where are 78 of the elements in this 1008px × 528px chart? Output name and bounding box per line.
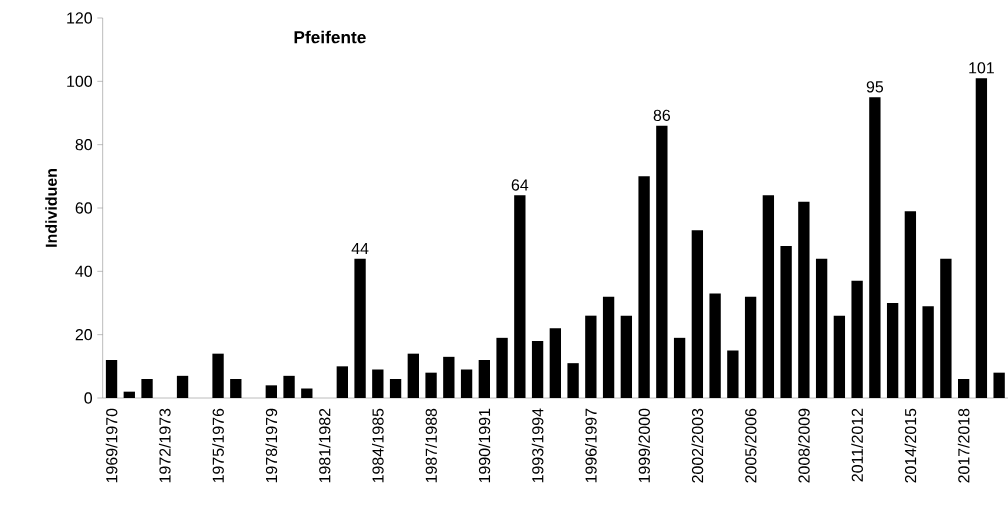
x-tick-label: 1972/1973 [158, 408, 171, 483]
bar [372, 369, 384, 398]
bar [531, 341, 544, 398]
bar [602, 296, 615, 398]
x-tick-label: 2002/2003 [691, 408, 704, 483]
bar [141, 379, 153, 398]
bar [744, 296, 757, 398]
y-tick-label: 0 [84, 392, 93, 404]
bar [514, 195, 526, 398]
bar [301, 388, 313, 398]
y-tick-label: 20 [75, 329, 93, 341]
bar [638, 176, 650, 398]
data-label: 44 [351, 243, 369, 254]
bar [886, 303, 899, 398]
text: Pfeifente [294, 30, 366, 44]
data-label: 101 [969, 62, 994, 74]
bar [673, 337, 686, 398]
bar [105, 360, 118, 398]
y-axis-title: Individuen [45, 169, 57, 247]
y-tick-label: 40 [75, 265, 93, 277]
bar [443, 356, 455, 398]
y-tick-label: 60 [75, 202, 93, 214]
bar [230, 379, 242, 398]
bar [851, 280, 863, 398]
y-tick-label: 120 [67, 12, 93, 24]
x-tick-label: 1969/1970 [105, 408, 118, 483]
bar [478, 360, 490, 398]
x-tick-label: 2005/2006 [744, 408, 757, 483]
bar [815, 258, 828, 398]
bar [460, 369, 473, 398]
x-tick-label: 2011/2012 [851, 408, 863, 482]
bar [620, 315, 633, 398]
x-tick-label: 1975/1976 [212, 408, 224, 483]
bar [993, 372, 1005, 398]
x-tick-label: 1987/1988 [425, 408, 437, 483]
bar [833, 315, 846, 398]
bar [656, 125, 668, 398]
x-tick-label: 1984/1985 [371, 408, 384, 483]
bar [567, 363, 579, 398]
bar [549, 328, 562, 398]
bar [762, 195, 775, 398]
bar [176, 375, 189, 398]
bar [354, 258, 366, 398]
x-tick-label: 1981/1982 [318, 408, 331, 483]
bar [585, 315, 597, 398]
bar [780, 246, 792, 398]
x-tick-label: 1993/1994 [531, 408, 544, 483]
data-label: 64 [511, 179, 529, 191]
bar [389, 379, 402, 398]
bar [904, 211, 917, 398]
bar [957, 379, 970, 398]
bar [975, 78, 988, 398]
bar [212, 353, 224, 398]
bar [798, 201, 810, 398]
bar [869, 97, 881, 398]
bar [336, 366, 348, 398]
bar [496, 337, 508, 398]
x-tick-label: 1996/1997 [585, 408, 597, 483]
y-tick-label: 100 [67, 75, 93, 87]
x-tick-label: 1999/2000 [638, 408, 650, 483]
x-tick-label: 1978/1979 [265, 408, 278, 483]
data-label: 86 [653, 109, 671, 121]
bar [407, 353, 419, 398]
bar [123, 391, 135, 398]
bar [727, 350, 739, 398]
x-tick-label: 1990/1991 [478, 408, 491, 483]
data-label: 95 [866, 81, 884, 93]
bar [709, 293, 721, 398]
bar [425, 372, 437, 398]
y-tick-label: 80 [75, 139, 93, 151]
bar [283, 375, 295, 398]
x-tick-label: 2017/2018 [957, 408, 970, 483]
x-tick-label: 2014/2015 [904, 408, 917, 483]
bar [265, 385, 277, 398]
x-tick-label: 2008/2009 [798, 408, 810, 483]
bar [922, 306, 934, 398]
bar [940, 258, 952, 398]
bar [691, 230, 704, 398]
